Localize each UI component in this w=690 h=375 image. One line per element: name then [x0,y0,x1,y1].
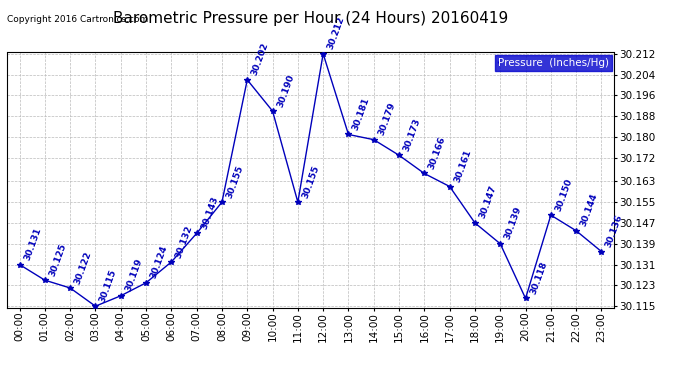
Text: 30.144: 30.144 [579,192,600,228]
Text: 30.173: 30.173 [402,117,422,153]
Text: 30.147: 30.147 [477,184,498,220]
Text: 30.118: 30.118 [529,260,549,296]
Text: 30.119: 30.119 [124,257,144,293]
Legend: Pressure  (Inches/Hg): Pressure (Inches/Hg) [495,55,612,71]
Text: 30.202: 30.202 [250,42,270,77]
Text: 30.150: 30.150 [553,177,574,212]
Text: Copyright 2016 Cartronics.com: Copyright 2016 Cartronics.com [7,15,148,24]
Text: 30.124: 30.124 [149,244,169,280]
Text: 30.136: 30.136 [604,213,624,249]
Text: 30.181: 30.181 [351,96,371,132]
Text: 30.155: 30.155 [225,164,245,200]
Text: 30.143: 30.143 [199,195,219,231]
Text: 30.139: 30.139 [503,206,523,241]
Text: 30.155: 30.155 [301,164,321,200]
Text: 30.212: 30.212 [326,15,346,51]
Text: 30.166: 30.166 [427,135,447,171]
Text: 30.190: 30.190 [275,73,295,108]
Text: 30.115: 30.115 [98,268,119,303]
Text: 30.122: 30.122 [73,250,93,285]
Text: 30.132: 30.132 [174,224,195,259]
Text: 30.179: 30.179 [377,101,397,137]
Text: Barometric Pressure per Hour (24 Hours) 20160419: Barometric Pressure per Hour (24 Hours) … [113,11,508,26]
Text: 30.131: 30.131 [22,226,43,262]
Text: 30.161: 30.161 [453,148,473,184]
Text: 30.125: 30.125 [48,242,68,278]
